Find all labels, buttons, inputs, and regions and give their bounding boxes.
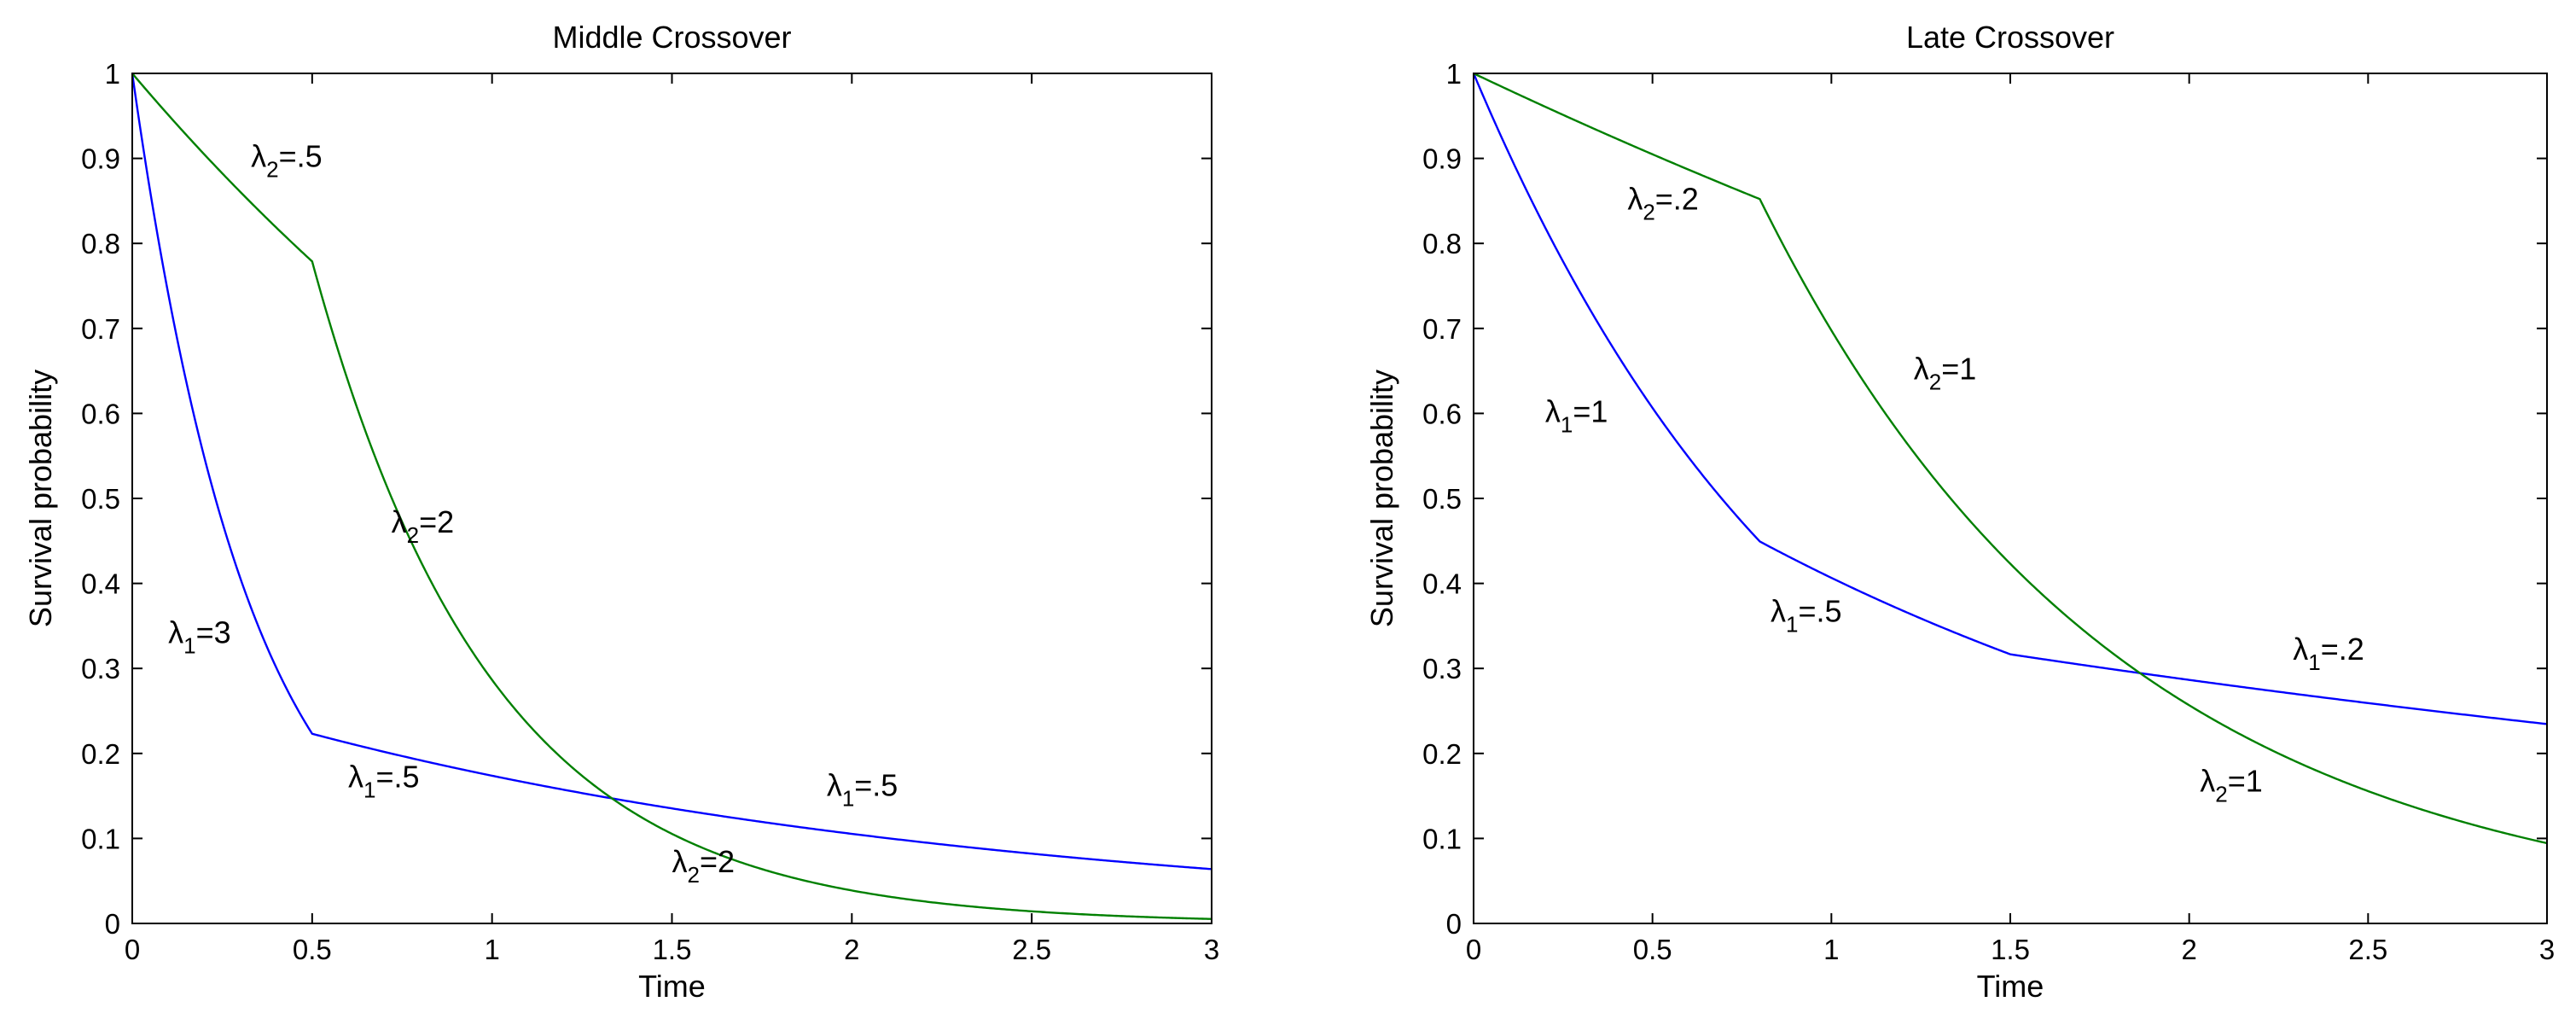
annotation-symbol: λ bbox=[672, 844, 688, 879]
annotation-rate: =.2 bbox=[1655, 181, 1699, 216]
annotation-symbol: λ bbox=[1771, 593, 1786, 628]
y-tick-label: 0.9 bbox=[81, 143, 120, 175]
annotation-symbol: λ bbox=[1545, 393, 1561, 428]
chart-title: Middle Crossover bbox=[552, 20, 791, 55]
x-tick-label: 1.5 bbox=[653, 934, 692, 965]
series-line-1 bbox=[131, 73, 1212, 871]
y-tick-label: 0.2 bbox=[81, 738, 120, 770]
annotation-symbol: λ bbox=[2293, 632, 2308, 667]
annotation-rate: =2 bbox=[700, 844, 735, 879]
rate-annotation: λ2=2 bbox=[392, 504, 455, 548]
annotation-symbol: λ bbox=[348, 760, 363, 795]
rate-annotation: λ1=3 bbox=[168, 614, 231, 658]
annotation-rate: =.5 bbox=[375, 760, 419, 795]
x-tick-label: 2 bbox=[2181, 934, 2196, 965]
x-tick-label: 2 bbox=[844, 934, 859, 965]
y-tick-label: 0.8 bbox=[81, 228, 120, 259]
y-tick-label: 0.2 bbox=[1422, 738, 1462, 770]
y-axis-label: Survival probability bbox=[1364, 370, 1399, 627]
annotation-rate: =.5 bbox=[279, 139, 323, 174]
y-tick-label: 0 bbox=[105, 908, 120, 940]
annotation-symbol: λ bbox=[1914, 352, 1929, 387]
x-tick-label: 1 bbox=[484, 934, 499, 965]
x-axis-label: Time bbox=[638, 969, 706, 1004]
annotation-subscript: 1 bbox=[2308, 649, 2320, 675]
annotation-subscript: 1 bbox=[1561, 411, 1573, 437]
annotation-subscript: 2 bbox=[688, 862, 700, 888]
annotation-rate: =1 bbox=[1573, 393, 1608, 428]
annotation-symbol: λ bbox=[2200, 764, 2215, 799]
x-tick-label: 0 bbox=[1466, 934, 1481, 965]
annotation-rate: =2 bbox=[419, 504, 454, 539]
annotation-rate: =3 bbox=[196, 614, 231, 649]
annotation-subscript: 2 bbox=[266, 157, 278, 183]
annotation-symbol: λ bbox=[827, 768, 842, 803]
series-line-2 bbox=[1473, 72, 2548, 845]
series-line-2 bbox=[131, 73, 1212, 920]
x-tick-label: 1 bbox=[1823, 934, 1839, 965]
annotation-symbol: λ bbox=[251, 139, 266, 174]
x-tick-label: 2.5 bbox=[1012, 934, 1051, 965]
chart-title: Late Crossover bbox=[1906, 20, 2114, 55]
chart-late-crossover: 0 0.5 1 1.5 2 2.5 3 0 0.1 0.2 0.3 0.4 0.5 0.6 0.7 0.8 0.… bbox=[1364, 20, 2555, 1004]
rate-annotation: λ2=.5 bbox=[251, 139, 323, 183]
annotation-symbol: λ bbox=[168, 614, 183, 649]
chart-middle-crossover: 0 0.5 1 1.5 2 2.5 3 0 0.1 0.2 0.3 0.4 0.5 0.6 0.7 0.8 0.… bbox=[23, 20, 1219, 1004]
annotation-subscript: 1 bbox=[183, 632, 195, 658]
y-tick-label: 0.1 bbox=[1422, 823, 1462, 854]
annotation-subscript: 2 bbox=[407, 522, 419, 548]
annotation-rate: =.2 bbox=[2321, 632, 2364, 667]
y-tick-label: 0.9 bbox=[1422, 143, 1462, 175]
plot-area-frame bbox=[131, 73, 1212, 924]
rate-annotation: λ2=1 bbox=[1914, 352, 1977, 395]
annotation-rate: =1 bbox=[1941, 352, 1976, 387]
annotation-subscript: 2 bbox=[1929, 370, 1941, 395]
annotation-subscript: 2 bbox=[2215, 782, 2227, 807]
y-tick-label: 0.8 bbox=[1422, 228, 1462, 259]
annotation-subscript: 1 bbox=[363, 777, 375, 803]
y-tick-label: 0.7 bbox=[1422, 313, 1462, 345]
rate-annotation: λ1=.5 bbox=[348, 760, 420, 803]
annotation-rate: =.5 bbox=[1799, 593, 1842, 628]
x-tick-label: 0.5 bbox=[293, 934, 332, 965]
rate-annotation: λ2=.2 bbox=[1627, 181, 1699, 224]
rate-annotation: λ2=2 bbox=[672, 844, 736, 888]
x-tick-label: 0.5 bbox=[1633, 934, 1672, 965]
series-line-1 bbox=[1472, 73, 2548, 725]
rate-annotation: λ1=.5 bbox=[1771, 593, 1842, 637]
y-tick-label: 0.7 bbox=[81, 313, 120, 345]
y-tick-label: 0.1 bbox=[81, 823, 120, 854]
y-tick-label: 0.6 bbox=[81, 398, 120, 429]
x-tick-label: 1.5 bbox=[1991, 934, 2030, 965]
y-tick-label: 0 bbox=[1446, 908, 1462, 940]
annotation-symbol: λ bbox=[392, 504, 407, 539]
x-tick-label: 3 bbox=[2539, 934, 2555, 965]
y-tick-label: 0.5 bbox=[81, 483, 120, 515]
annotation-rate: =1 bbox=[2228, 764, 2263, 799]
rate-annotation: λ2=1 bbox=[2200, 764, 2263, 807]
y-tick-label: 0.3 bbox=[1422, 653, 1462, 684]
y-tick-label: 0.3 bbox=[81, 653, 120, 684]
rate-annotation: λ1=.5 bbox=[827, 768, 898, 812]
rate-annotation: λ1=.2 bbox=[2293, 632, 2364, 675]
annotation-symbol: λ bbox=[1627, 181, 1643, 216]
y-axis-label: Survival probability bbox=[23, 370, 58, 627]
x-axis-label: Time bbox=[1977, 969, 2044, 1004]
annotation-subscript: 1 bbox=[842, 786, 854, 812]
y-tick-label: 1 bbox=[1446, 58, 1462, 90]
y-tick-label: 0.4 bbox=[81, 568, 120, 600]
x-tick-label: 3 bbox=[1204, 934, 1219, 965]
y-tick-label: 0.4 bbox=[1422, 568, 1462, 600]
y-tick-label: 0.5 bbox=[1422, 483, 1462, 515]
annotation-subscript: 1 bbox=[1786, 611, 1798, 637]
annotation-subscript: 2 bbox=[1643, 199, 1654, 224]
x-tick-label: 0 bbox=[125, 934, 140, 965]
annotation-rate: =.5 bbox=[854, 768, 898, 803]
x-tick-label: 2.5 bbox=[2348, 934, 2387, 965]
rate-annotation: λ1=1 bbox=[1545, 393, 1608, 437]
y-tick-label: 0.6 bbox=[1422, 398, 1462, 429]
y-tick-label: 1 bbox=[105, 58, 120, 90]
